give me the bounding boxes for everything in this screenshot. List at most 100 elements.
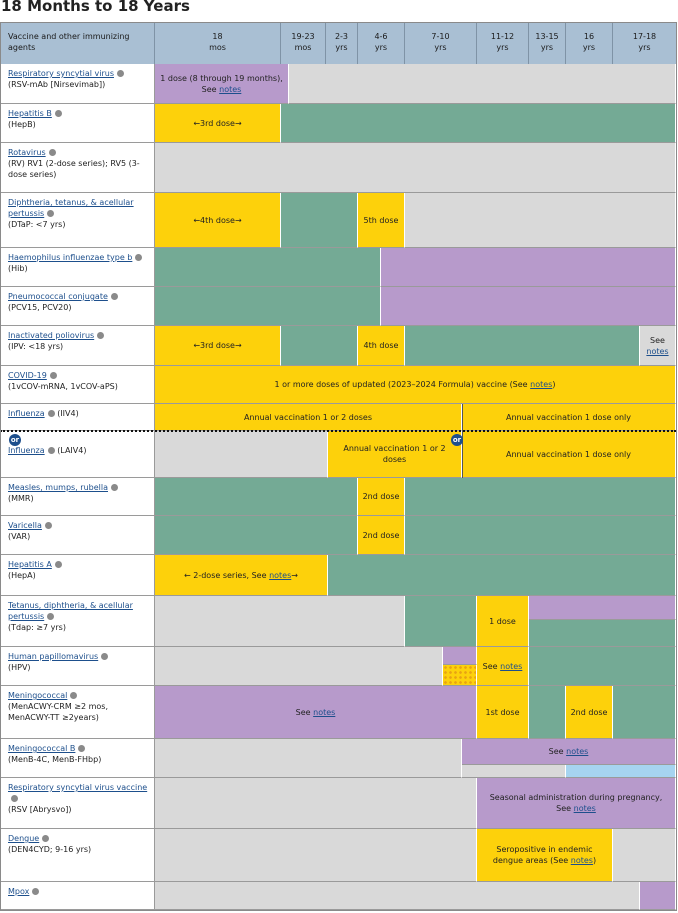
vaccine-abbr: (DTaP: <7 yrs) (8, 220, 66, 229)
vaccine-abbr: (RSV-mAb [Nirsevimab]) (8, 80, 106, 89)
vaccine-link[interactable]: COVID-19 (8, 371, 47, 380)
vaccine-link[interactable]: Varicella (8, 521, 42, 530)
row-label: Meningococcal B (MenB-4C, MenB-FHbp) (0, 739, 155, 778)
row-label: Haemophilus influenzae type b (Hib) (0, 248, 155, 287)
notes-link[interactable]: notes (269, 570, 292, 580)
vaccine-link[interactable]: Diphtheria, tetanus, & acellular pertuss… (8, 198, 134, 218)
vaccine-link[interactable]: Respiratory syncytial virus vaccine (8, 783, 148, 792)
vaccine-link[interactable]: Respiratory syncytial virus (8, 69, 114, 78)
schedule-cell (155, 516, 358, 555)
notes-link[interactable]: notes (573, 804, 596, 813)
schedule-cell (155, 778, 477, 829)
vaccine-link[interactable]: Mpox (8, 887, 30, 896)
info-icon (70, 692, 78, 699)
cell-text: 1 dose (8 through 19 months), See (160, 73, 283, 94)
vaccine-abbr: (RSV [Abrysvo]) (8, 805, 72, 814)
vaccine-link[interactable]: Meningococcal B (8, 744, 76, 753)
schedule-cell (155, 647, 443, 686)
header-unit: mos (209, 43, 226, 52)
vaccine-link[interactable]: Influenza (8, 446, 45, 455)
schedule-cell (405, 326, 640, 366)
notes-link[interactable]: notes (570, 856, 593, 865)
or-badge: or (451, 434, 463, 446)
row-label: Hepatitis B (HepB) (0, 104, 155, 143)
notes-link[interactable]: notes (530, 380, 553, 389)
schedule-cell (155, 596, 405, 647)
schedule-cell (529, 596, 676, 621)
schedule-cell: Annual vaccination 1 dose only (462, 404, 676, 431)
header-age: 4-6 (374, 32, 388, 41)
vaccine-link[interactable]: Influenza (8, 409, 45, 418)
notes-link[interactable]: notes (566, 746, 589, 756)
schedule-cell (529, 620, 676, 647)
cell-text: See (548, 746, 567, 756)
cell-text: 1 dose (8 through 19 months), See notes (159, 73, 284, 95)
schedule-cell (613, 829, 676, 882)
cell-text: ← 2-dose series, See notes→ (184, 570, 298, 581)
schedule-cell (529, 647, 676, 686)
vaccine-link[interactable]: Hepatitis B (8, 109, 52, 118)
vaccine-link[interactable]: Hepatitis A (8, 560, 52, 569)
schedule-cell (405, 596, 477, 647)
schedule-cell (155, 248, 381, 287)
header-cell: 16 yrs (566, 22, 613, 64)
info-icon (54, 110, 62, 117)
cell-text: See notes (549, 746, 589, 757)
schedule-cell (289, 64, 676, 104)
vaccine-link[interactable]: Human papillomavirus (8, 652, 99, 661)
info-icon (47, 613, 55, 620)
notes-link[interactable]: notes (313, 707, 336, 717)
or-badge: or (9, 434, 21, 446)
vaccine-abbr: (DEN4CYD; 9-16 yrs) (8, 845, 92, 854)
info-icon (78, 745, 86, 752)
schedule-cell (405, 193, 676, 248)
header-cell: 2-3 yrs (326, 22, 358, 64)
info-icon (11, 795, 18, 802)
info-icon (47, 447, 55, 454)
info-icon (111, 484, 118, 491)
cell-text: See notes (483, 661, 523, 672)
schedule-cell: 5th dose (358, 193, 405, 248)
header-age: 18 (212, 32, 223, 41)
header-unit: yrs (374, 43, 388, 52)
schedule-cell (281, 326, 358, 366)
row-label: Pneumococcal conjugate (PCV15, PCV20) (0, 287, 155, 326)
vaccine-link[interactable]: Dengue (8, 834, 40, 843)
header-unit: yrs (582, 43, 596, 52)
vaccine-link[interactable]: Tetanus, diphtheria, & acellular pertuss… (8, 601, 133, 621)
vaccine-link[interactable]: Rotavirus (8, 148, 46, 157)
row-label: Respiratory syncytial virus vaccine (RSV … (0, 778, 155, 829)
schedule-cell (155, 478, 358, 516)
row-label: Diphtheria, tetanus, & acellular pertuss… (0, 193, 155, 248)
vaccine-abbr: (VAR) (8, 532, 31, 541)
schedule-cell (155, 143, 676, 193)
row-label: Dengue (DEN4CYD; 9-16 yrs) (0, 829, 155, 882)
cell-text: ) (552, 380, 556, 389)
row-label: COVID-19 (1vCOV-mRNA, 1vCOV-aPS) (0, 366, 155, 404)
header-cell: Vaccine and other immunizing agents (0, 22, 155, 64)
cell-text: → (291, 570, 298, 580)
vaccine-abbr: (Hib) (8, 264, 28, 273)
schedule-cell: 2nd dose (566, 686, 613, 739)
vaccine-link[interactable]: Meningococcal (8, 691, 68, 700)
vaccine-abbr: (IPV: <18 yrs) (8, 342, 64, 351)
cell-text: ) (592, 856, 597, 865)
schedule-cell: See notes (477, 647, 529, 686)
header-cell: 18 mos (155, 22, 281, 64)
vaccine-abbr: (HPV) (8, 663, 31, 672)
schedule-cell: ←3rd dose→ (155, 104, 281, 143)
vaccine-link[interactable]: Pneumococcal conjugate (8, 292, 108, 301)
notes-link[interactable]: notes (646, 346, 669, 356)
vaccine-link[interactable]: Measles, mumps, rubella (8, 483, 108, 492)
notes-link[interactable]: notes (219, 84, 242, 94)
row-label: Meningococcal (MenACWY-CRM ≥2 mos, MenACW… (0, 686, 155, 739)
vaccine-abbr: (HepB) (8, 120, 36, 129)
info-icon (101, 653, 109, 660)
vaccine-link[interactable]: Haemophilus influenzae type b (8, 253, 133, 262)
vaccine-link[interactable]: Inactivated poliovirus (8, 331, 95, 340)
header-age: 7-10 (431, 32, 450, 41)
notes-link[interactable]: notes (500, 661, 523, 671)
header-age: 19-23 (291, 32, 315, 41)
info-icon (135, 254, 143, 261)
header-cell: 19-23 mos (281, 22, 326, 64)
